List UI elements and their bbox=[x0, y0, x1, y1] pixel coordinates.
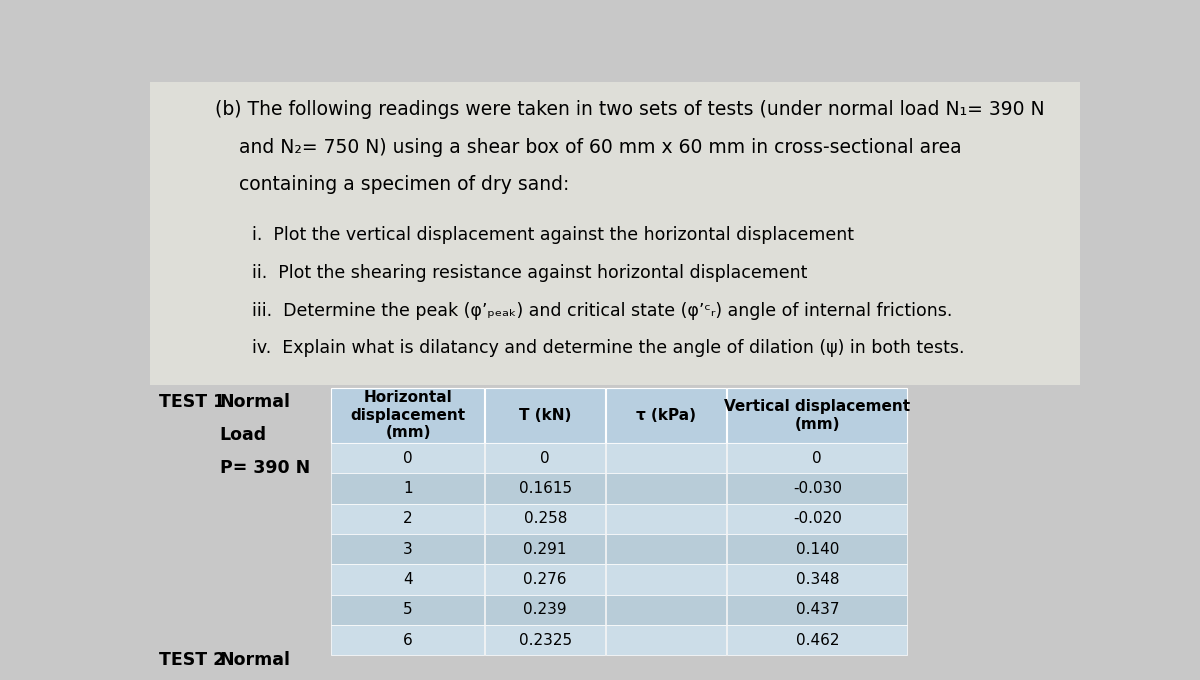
Bar bbox=[150, 82, 1080, 386]
Bar bbox=[485, 595, 605, 625]
Bar bbox=[331, 443, 484, 473]
Text: 0: 0 bbox=[540, 451, 550, 466]
Text: 5: 5 bbox=[403, 602, 413, 617]
Bar bbox=[606, 625, 726, 656]
Bar bbox=[331, 595, 484, 625]
Text: Normal: Normal bbox=[220, 393, 290, 411]
Text: 0.437: 0.437 bbox=[796, 602, 839, 617]
Bar bbox=[727, 388, 907, 443]
Text: (b) The following readings were taken in two sets of tests (under normal load N₁: (b) The following readings were taken in… bbox=[215, 100, 1045, 119]
Bar bbox=[331, 625, 484, 656]
Text: iii.  Determine the peak (φ’ₚₑₐₖ) and critical state (φ’ᶜᵣ) angle of internal fr: iii. Determine the peak (φ’ₚₑₐₖ) and cri… bbox=[252, 301, 953, 320]
Bar bbox=[727, 443, 907, 473]
Bar bbox=[727, 564, 907, 595]
Bar bbox=[485, 443, 605, 473]
Bar bbox=[606, 564, 726, 595]
Text: 0.291: 0.291 bbox=[523, 542, 568, 557]
Text: Load: Load bbox=[220, 426, 266, 444]
Bar bbox=[606, 534, 726, 564]
Text: 0.276: 0.276 bbox=[523, 572, 568, 587]
Bar bbox=[606, 443, 726, 473]
Bar bbox=[485, 564, 605, 595]
Bar bbox=[331, 534, 484, 564]
Text: 0: 0 bbox=[403, 451, 413, 466]
Text: 0.140: 0.140 bbox=[796, 542, 839, 557]
Text: and N₂= 750 N) using a shear box of 60 mm x 60 mm in cross-sectional area: and N₂= 750 N) using a shear box of 60 m… bbox=[215, 137, 961, 156]
Text: 0.462: 0.462 bbox=[796, 633, 839, 648]
Text: Normal: Normal bbox=[220, 651, 290, 669]
Text: 0.2325: 0.2325 bbox=[518, 633, 572, 648]
Text: 0.348: 0.348 bbox=[796, 572, 839, 587]
Bar bbox=[331, 473, 484, 504]
Bar bbox=[485, 473, 605, 504]
Bar bbox=[727, 625, 907, 656]
Text: 0.1615: 0.1615 bbox=[518, 481, 572, 496]
Text: 1: 1 bbox=[403, 481, 413, 496]
Text: containing a specimen of dry sand:: containing a specimen of dry sand: bbox=[215, 175, 570, 194]
Text: i.  Plot the vertical displacement against the horizontal displacement: i. Plot the vertical displacement agains… bbox=[252, 226, 854, 244]
Bar bbox=[485, 534, 605, 564]
Text: 4: 4 bbox=[403, 572, 413, 587]
Bar bbox=[606, 473, 726, 504]
Text: iv.  Explain what is dilatancy and determine the angle of dilation (ψ) in both t: iv. Explain what is dilatancy and determ… bbox=[252, 339, 965, 357]
Bar bbox=[727, 504, 907, 534]
Bar bbox=[331, 504, 484, 534]
Bar bbox=[727, 473, 907, 504]
Text: T (kN): T (kN) bbox=[520, 408, 571, 423]
Text: τ (kPa): τ (kPa) bbox=[636, 408, 696, 423]
Text: TEST 2: TEST 2 bbox=[160, 651, 226, 669]
Bar bbox=[485, 625, 605, 656]
Text: P= 390 N: P= 390 N bbox=[220, 458, 310, 477]
Text: -0.030: -0.030 bbox=[793, 481, 841, 496]
Bar bbox=[727, 534, 907, 564]
Text: -0.020: -0.020 bbox=[793, 511, 841, 526]
Text: 0: 0 bbox=[812, 451, 822, 466]
Text: ii.  Plot the shearing resistance against horizontal displacement: ii. Plot the shearing resistance against… bbox=[252, 264, 808, 282]
Text: 0.239: 0.239 bbox=[523, 602, 568, 617]
Bar bbox=[331, 564, 484, 595]
Text: Vertical displacement
(mm): Vertical displacement (mm) bbox=[725, 399, 911, 432]
Text: 0.258: 0.258 bbox=[523, 511, 566, 526]
Bar bbox=[485, 388, 605, 443]
Bar bbox=[727, 595, 907, 625]
Bar bbox=[606, 595, 726, 625]
Bar bbox=[606, 504, 726, 534]
Bar bbox=[331, 388, 484, 443]
Text: TEST 1: TEST 1 bbox=[160, 393, 226, 411]
Text: 6: 6 bbox=[403, 633, 413, 648]
Text: 2: 2 bbox=[403, 511, 413, 526]
Bar bbox=[606, 388, 726, 443]
Text: 3: 3 bbox=[403, 542, 413, 557]
Text: Horizontal
displacement
(mm): Horizontal displacement (mm) bbox=[350, 390, 466, 440]
Bar bbox=[485, 504, 605, 534]
